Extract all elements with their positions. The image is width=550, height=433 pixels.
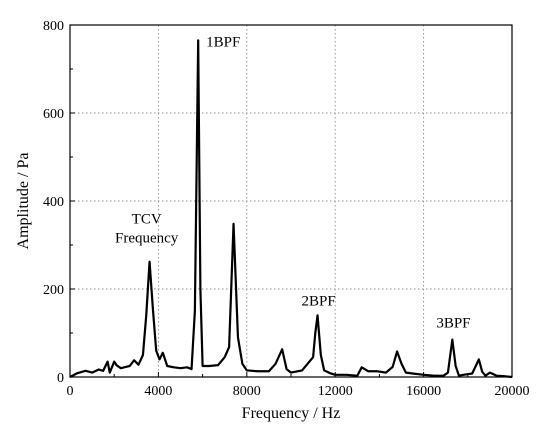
x-axis-title: Frequency / Hz [242, 405, 341, 422]
y-axis-title: Amplitude / Pa [15, 153, 32, 250]
x-tick-label: 8000 [233, 384, 261, 399]
annotations: 1BPF TCV Frequency 2BPF 3BPF [115, 34, 471, 331]
series-line-1 [69, 39, 513, 379]
x-tick-label: 20000 [495, 384, 530, 399]
annotation-label: TCV [132, 212, 162, 228]
x-tick-label: 4000 [144, 384, 172, 399]
x-tick-label: 16000 [406, 384, 441, 399]
y-tick-label: 400 [43, 195, 64, 210]
annotation-label: Frequency [115, 231, 179, 247]
y-tick-label: 200 [43, 283, 64, 298]
series-group [69, 39, 513, 379]
annotation-label: 1BPF [206, 34, 240, 50]
x-tick-labels: 0 4000 8000 12000 16000 20000 [67, 384, 530, 399]
annotation-label: 2BPF [302, 293, 336, 309]
x-tick-label: 12000 [318, 384, 353, 399]
annotation-label: 3BPF [436, 316, 470, 332]
grid-lines [70, 25, 512, 377]
y-tick-label: 600 [43, 107, 64, 122]
x-tick-label: 0 [67, 384, 74, 399]
y-tick-label: 800 [43, 19, 64, 34]
y-tick-label: 0 [57, 371, 64, 386]
y-tick-labels: 0 200 400 600 800 [43, 19, 64, 386]
